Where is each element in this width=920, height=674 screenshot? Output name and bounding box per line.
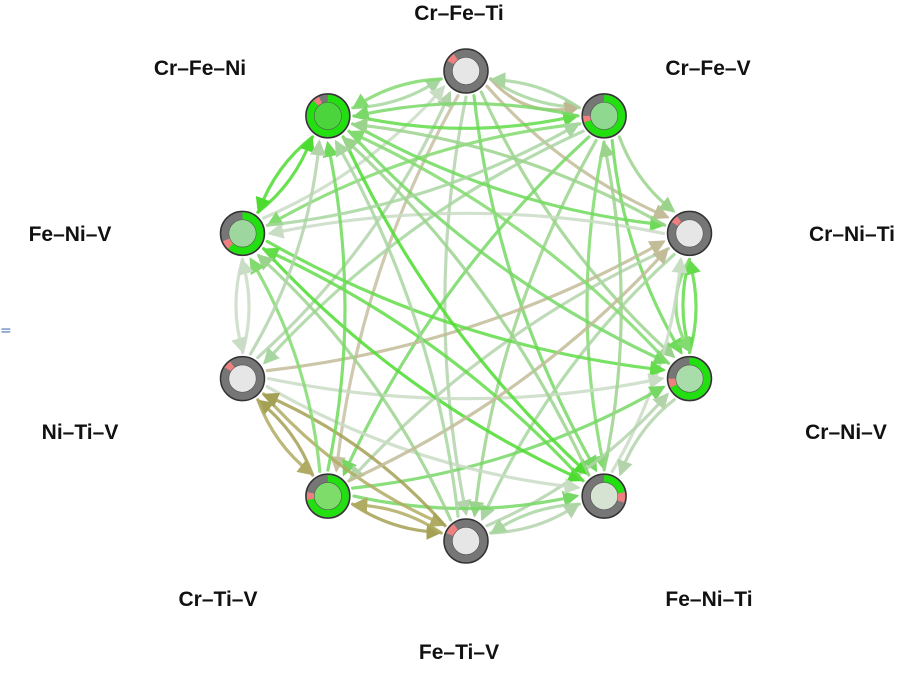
node-label-cr-fe-v: Cr–Fe–V	[665, 57, 750, 80]
node-core	[452, 57, 480, 85]
edge-cr-fe-ti-to-cr-fe-ni	[351, 77, 443, 109]
node-label-cr-ni-ti: Cr–Ni–Ti	[809, 223, 895, 246]
edge-fe-ni-v-to-cr-fe-ti	[261, 85, 446, 220]
edge-fe-ni-ti-to-fe-ti-v	[489, 502, 581, 535]
label-layer: Cr–Fe–Ti Cr–Fe–V Cr–Ni–Ti Cr–Ni–V Fe–Ni–…	[29, 2, 895, 664]
node-cr-fe-ni[interactable]	[305, 93, 351, 139]
edge-ni-ti-v-to-cr-ni-v	[266, 373, 665, 401]
edge-fe-ni-v-to-fe-ni-ti	[261, 247, 585, 482]
edge-cr-ti-v-to-cr-ni-ti	[347, 247, 669, 483]
node-cr-fe-ti[interactable]	[443, 48, 489, 94]
node-core	[313, 482, 342, 511]
node-fe-ti-v[interactable]	[443, 518, 489, 564]
edge-cr-fe-ti-to-cr-ni-v	[479, 90, 676, 359]
node-label-cr-fe-ti: Cr–Fe–Ti	[414, 2, 504, 25]
edge-fe-ni-v-to-cr-ni-v	[265, 239, 667, 377]
edge-fe-ni-v-to-cr-fe-ni	[256, 135, 315, 214]
edge-fe-ti-v-to-fe-ni-v	[256, 253, 453, 522]
node-core	[675, 219, 704, 248]
edge-cr-ni-v-to-cr-ni-ti	[685, 258, 701, 355]
edge-layer	[231, 72, 701, 540]
node-core	[675, 364, 704, 393]
node-core	[228, 219, 257, 248]
node-label-cr-ni-v: Cr–Ni–V	[805, 421, 887, 444]
node-label-ni-ti-v: Ni–Ti–V	[42, 421, 119, 444]
node-label-cr-ti-v: Cr–Ti–V	[179, 588, 258, 611]
edge-fe-ti-v-to-ni-ti-v	[262, 392, 447, 528]
edge-ni-ti-v-to-cr-fe-ni	[248, 139, 326, 356]
edge-cr-fe-ni-to-cr-fe-v	[352, 110, 580, 130]
node-fe-ni-v[interactable]	[219, 210, 266, 257]
edge-ni-ti-v-to-cr-ni-ti	[265, 240, 666, 373]
edge-cr-ni-ti-to-cr-fe-ni	[351, 117, 667, 227]
edge-fe-ni-ti-to-cr-fe-v	[598, 140, 623, 472]
node-ni-ti-v[interactable]	[219, 355, 266, 402]
edge-cr-ni-ti-to-fe-ni-v	[267, 211, 666, 239]
edge-cr-fe-v-to-cr-ti-v	[342, 135, 591, 477]
node-core	[590, 482, 619, 511]
edge-cr-fe-ni-to-cr-ni-ti	[351, 122, 667, 232]
edge-fe-ti-v-to-cr-ti-v	[351, 497, 443, 535]
edge-cr-fe-ni-to-fe-ni-ti	[341, 135, 591, 476]
edge-ni-ti-v-to-fe-ti-v	[261, 392, 447, 527]
edge-cr-ti-v-to-fe-ni-ti	[352, 491, 580, 511]
edge-fe-ni-ti-to-fe-ni-v	[262, 247, 585, 483]
edge-cr-fe-ti-to-cr-ni-ti	[485, 84, 670, 220]
node-core	[590, 101, 619, 130]
edge-cr-ni-ti-to-fe-ti-v	[480, 252, 676, 522]
edge-ni-ti-v-to-fe-ni-v	[238, 258, 254, 355]
node-cr-ti-v[interactable]	[305, 473, 351, 519]
edge-cr-fe-v-to-cr-ni-ti	[617, 135, 676, 213]
edge-ni-ti-v-to-fe-ni-ti	[265, 385, 581, 495]
edge-cr-fe-v-to-cr-fe-ti	[489, 72, 581, 110]
edge-cr-fe-ti-to-fe-ti-v	[443, 95, 472, 517]
node-cr-ni-ti[interactable]	[666, 210, 713, 257]
edge-cr-fe-v-to-cr-fe-ni	[352, 101, 580, 121]
edge-cr-ni-v-to-cr-fe-ni	[347, 130, 671, 365]
node-core	[452, 527, 480, 555]
node-core	[228, 364, 257, 393]
node-label-fe-ni-ti: Fe–Ni–Ti	[665, 588, 752, 611]
node-label-cr-fe-ni: Cr–Fe–Ni	[154, 57, 246, 80]
edge-cr-fe-v-to-cr-ni-v	[610, 139, 683, 355]
edge-fe-ni-v-to-ni-ti-v	[231, 257, 247, 354]
page-edge-mark: =	[0, 323, 12, 339]
edge-ni-ti-v-to-cr-fe-ti	[256, 90, 452, 360]
node-core	[313, 101, 342, 130]
edge-fe-ni-ti-to-cr-fe-ni	[341, 136, 591, 477]
edge-fe-ni-v-to-cr-fe-v	[265, 122, 581, 227]
edge-cr-fe-v-to-ni-ti-v	[263, 129, 585, 365]
edge-cr-fe-ni-to-fe-ni-v	[255, 135, 315, 214]
edge-cr-fe-v-to-fe-ni-ti	[585, 140, 610, 472]
node-label-fe-ti-v: Fe–Ti–V	[419, 641, 499, 664]
node-cr-ni-v[interactable]	[666, 355, 713, 402]
edge-ni-ti-v-to-cr-ti-v	[256, 398, 314, 476]
edge-cr-ti-v-to-cr-ni-v	[351, 385, 666, 490]
node-layer	[219, 48, 713, 564]
node-label-fe-ni-v: Fe–Ni–V	[29, 223, 112, 246]
edge-cr-ti-v-to-fe-ni-v	[249, 257, 322, 473]
edge-cr-fe-ni-to-cr-ni-v	[347, 129, 670, 365]
edge-cr-ti-v-to-cr-fe-ni	[322, 140, 347, 472]
edge-cr-fe-ti-to-cr-ti-v	[329, 94, 460, 473]
node-fe-ni-ti[interactable]	[581, 473, 627, 519]
node-cr-fe-v[interactable]	[581, 93, 627, 139]
edge-cr-ni-v-to-fe-ni-ti	[617, 398, 676, 477]
edge-fe-ti-v-to-cr-fe-ni	[334, 139, 460, 518]
